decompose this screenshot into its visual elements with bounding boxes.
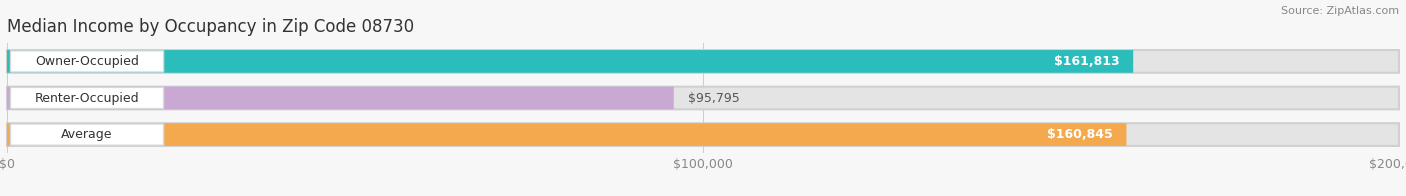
FancyBboxPatch shape — [7, 87, 673, 109]
FancyBboxPatch shape — [7, 87, 1399, 109]
FancyBboxPatch shape — [10, 87, 163, 109]
FancyBboxPatch shape — [7, 123, 1399, 146]
Text: Median Income by Occupancy in Zip Code 08730: Median Income by Occupancy in Zip Code 0… — [7, 18, 415, 36]
Text: $161,813: $161,813 — [1053, 55, 1119, 68]
Text: $160,845: $160,845 — [1047, 128, 1112, 141]
FancyBboxPatch shape — [7, 123, 1126, 146]
Text: Renter-Occupied: Renter-Occupied — [35, 92, 139, 104]
FancyBboxPatch shape — [7, 50, 1399, 73]
Text: Owner-Occupied: Owner-Occupied — [35, 55, 139, 68]
FancyBboxPatch shape — [7, 50, 1133, 73]
FancyBboxPatch shape — [10, 51, 163, 72]
FancyBboxPatch shape — [10, 124, 163, 145]
Text: Source: ZipAtlas.com: Source: ZipAtlas.com — [1281, 6, 1399, 16]
Text: $95,795: $95,795 — [688, 92, 740, 104]
Text: Average: Average — [62, 128, 112, 141]
